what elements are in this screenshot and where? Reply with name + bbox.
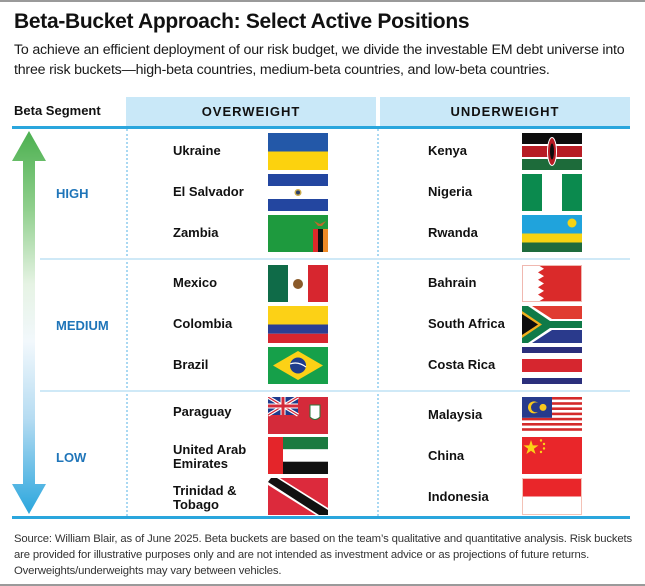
- country-colombia: Colombia: [173, 316, 233, 331]
- ukraine-flag-icon: [268, 133, 328, 170]
- mexico-flag-icon: [268, 265, 328, 302]
- column-divider-2: [377, 129, 379, 516]
- column-divider-1: [126, 129, 128, 516]
- china-flag-icon: [522, 437, 582, 474]
- page-title: Beta-Bucket Approach: Select Active Posi…: [14, 10, 470, 33]
- vertical-double-arrow-icon: [10, 131, 48, 514]
- segment-label-high: HIGH: [56, 186, 89, 201]
- nigeria-flag-icon: [522, 174, 582, 211]
- top-border: [0, 0, 645, 2]
- beta-segment-header: Beta Segment: [14, 103, 101, 118]
- underweight-header: UNDERWEIGHT: [380, 97, 630, 126]
- country-paraguay: Paraguay: [173, 404, 232, 419]
- row-separator-medium-low: [40, 390, 630, 392]
- country-bahrain: Bahrain: [428, 275, 477, 290]
- country-uae: United Arab Emirates: [173, 442, 247, 471]
- country-rwanda: Rwanda: [428, 225, 478, 240]
- country-zambia: Zambia: [173, 225, 219, 240]
- country-south-africa: South Africa: [428, 316, 505, 331]
- country-nigeria: Nigeria: [428, 184, 473, 199]
- bottom-border: [0, 584, 645, 586]
- header-rule: [12, 126, 630, 129]
- country-indonesia: Indonesia: [428, 489, 489, 504]
- overweight-header: OVERWEIGHT: [126, 97, 376, 126]
- country-el-salvador: El Salvador: [173, 184, 244, 199]
- uae-flag-icon: [268, 437, 328, 474]
- bottom-rule: [12, 516, 630, 519]
- row-separator-high-medium: [40, 258, 630, 260]
- bermuda-style-flag-icon: [268, 397, 328, 434]
- colombia-flag-icon: [268, 306, 328, 343]
- footnote: Source: William Blair, as of June 2025. …: [14, 533, 632, 577]
- bahrain-flag-icon: [522, 265, 582, 302]
- zambia-flag-icon: [268, 215, 328, 252]
- country-ukraine: Ukraine: [173, 143, 221, 158]
- country-mexico: Mexico: [173, 275, 218, 290]
- segment-label-medium: MEDIUM: [56, 318, 109, 333]
- country-trinidad-tobago: Trinidad & Tobago: [173, 483, 237, 512]
- kenya-flag-icon: [522, 133, 582, 170]
- segment-label-low: LOW: [56, 450, 87, 465]
- brazil-flag-icon: [268, 347, 328, 384]
- el-salvador-flag-icon: [268, 174, 328, 211]
- south-africa-flag-icon: [522, 306, 582, 343]
- indonesia-flag-icon: [522, 478, 582, 515]
- rwanda-flag-icon: [522, 215, 582, 252]
- country-malaysia: Malaysia: [428, 407, 483, 422]
- costa-rica-flag-icon: [522, 347, 582, 384]
- country-kenya: Kenya: [428, 143, 468, 158]
- trinidad-tobago-flag-icon: [268, 478, 328, 515]
- page-subtitle: To achieve an efficient deployment of ou…: [14, 42, 625, 78]
- malaysia-flag-icon: [522, 397, 582, 434]
- country-brazil: Brazil: [173, 357, 209, 372]
- country-china: China: [428, 448, 465, 463]
- country-costa-rica: Costa Rica: [428, 357, 496, 372]
